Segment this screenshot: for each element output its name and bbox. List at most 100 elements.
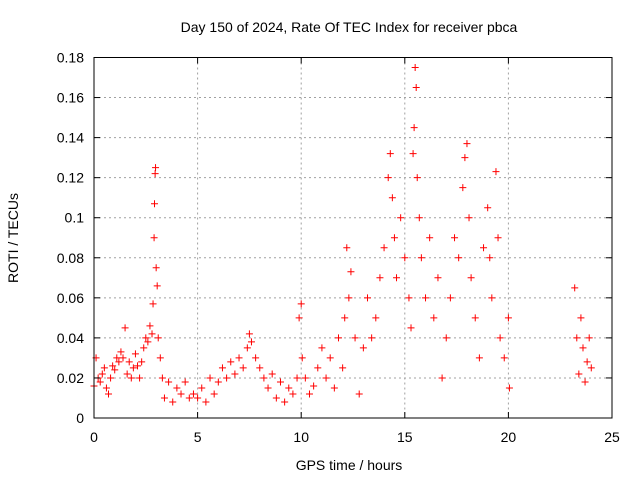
data-point <box>301 374 309 382</box>
x-axis-title: GPS time / hours <box>296 457 403 473</box>
data-point <box>151 200 159 208</box>
data-point <box>422 294 430 302</box>
data-point <box>314 364 322 372</box>
data-point <box>247 338 255 346</box>
data-point <box>245 330 253 338</box>
x-tick-label: 10 <box>293 429 309 445</box>
data-point <box>410 124 418 132</box>
data-point <box>127 374 135 382</box>
data-point <box>461 154 469 162</box>
data-point <box>149 300 157 308</box>
data-point <box>359 344 367 352</box>
data-point <box>585 334 593 342</box>
data-point <box>96 378 104 386</box>
data-point <box>102 384 110 392</box>
data-point <box>152 164 160 172</box>
data-point <box>405 294 413 302</box>
data-point <box>98 370 106 378</box>
data-point <box>123 370 131 378</box>
data-point <box>256 364 264 372</box>
data-point <box>281 398 289 406</box>
data-point <box>153 282 161 290</box>
data-point <box>583 358 591 366</box>
data-point <box>243 344 251 352</box>
data-point <box>202 398 210 406</box>
data-point <box>364 294 372 302</box>
data-point <box>409 150 417 158</box>
grid-layer <box>94 57 612 418</box>
chart-title: Day 150 of 2024, Rate Of TEC Index for r… <box>181 19 518 35</box>
data-point <box>345 294 353 302</box>
data-point <box>486 254 494 262</box>
data-point <box>388 194 396 202</box>
data-point <box>285 384 293 392</box>
y-axis-title: ROTI / TECUs <box>5 193 21 283</box>
x-tick-label: 15 <box>397 429 413 445</box>
data-point <box>100 364 108 372</box>
data-point <box>272 394 280 402</box>
data-point <box>169 398 177 406</box>
data-point <box>573 334 581 342</box>
data-point <box>401 254 409 262</box>
data-point <box>305 390 313 398</box>
y-tick-label: 0.06 <box>57 290 84 306</box>
data-point <box>115 358 123 366</box>
y-tick-label: 0.08 <box>57 250 84 266</box>
data-point <box>426 234 434 242</box>
data-point <box>189 390 197 398</box>
data-point <box>318 344 326 352</box>
data-point <box>231 370 239 378</box>
data-point <box>343 244 351 252</box>
data-point <box>173 384 181 392</box>
data-point <box>480 244 488 252</box>
data-point <box>158 374 166 382</box>
data-point <box>413 174 421 182</box>
data-point <box>334 334 342 342</box>
data-point <box>417 254 425 262</box>
data-point <box>575 370 583 378</box>
data-point <box>156 354 164 362</box>
data-point <box>500 354 508 362</box>
data-point <box>119 354 127 362</box>
data-point <box>347 268 355 276</box>
data-point <box>235 354 243 362</box>
data-point <box>210 390 218 398</box>
data-point <box>505 384 513 392</box>
data-point <box>484 204 492 212</box>
data-point <box>322 374 330 382</box>
data-point <box>459 184 467 192</box>
data-point <box>386 150 394 158</box>
data-point <box>214 378 222 386</box>
data-point <box>223 374 231 382</box>
data-point <box>146 322 154 330</box>
data-point <box>446 294 454 302</box>
data-point <box>264 384 272 392</box>
x-tick-label: 0 <box>90 429 98 445</box>
data-point <box>368 334 376 342</box>
y-tick-label: 0.16 <box>57 90 84 106</box>
data-point <box>142 334 150 342</box>
data-point <box>579 344 587 352</box>
data-point <box>109 362 117 370</box>
data-point <box>185 394 193 402</box>
data-point <box>206 374 214 382</box>
data-point <box>455 254 463 262</box>
data-point <box>451 234 459 242</box>
data-point <box>463 140 471 148</box>
data-point <box>136 374 144 382</box>
data-point <box>148 330 156 338</box>
plot-frame <box>93 57 613 419</box>
data-point <box>492 168 500 176</box>
data-point <box>152 264 160 272</box>
x-tick-label: 25 <box>604 429 620 445</box>
data-point <box>105 390 113 398</box>
data-point <box>154 334 162 342</box>
data-point <box>390 234 398 242</box>
data-point <box>376 274 384 282</box>
data-point <box>113 354 121 362</box>
data-point <box>411 64 419 72</box>
data-point <box>160 394 168 402</box>
data-point <box>298 354 306 362</box>
data-point <box>218 364 226 372</box>
data-point <box>138 358 146 366</box>
